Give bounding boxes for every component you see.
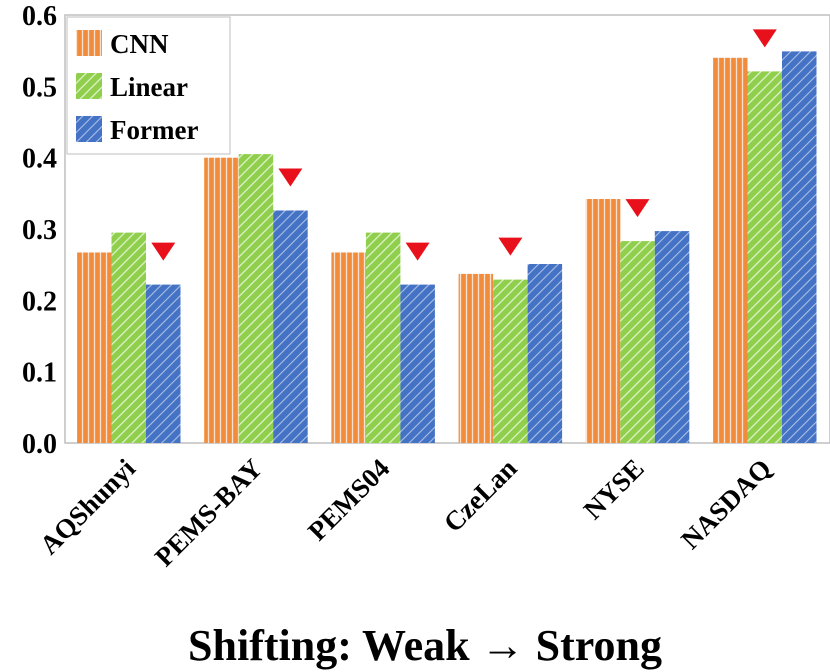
bar-cnn-nyse <box>585 199 621 443</box>
down-triangle-marker <box>405 242 430 261</box>
bar-cnn-nasdaq <box>713 57 748 444</box>
y-tick-label: 0.0 <box>22 429 57 460</box>
bar-linear-czelan <box>493 279 528 443</box>
y-axis-ticks: 0.0 0.1 0.2 0.3 0.4 0.5 0.6 <box>22 1 57 460</box>
bar-cnn-aqshunyi <box>77 252 112 443</box>
y-tick-label: 0.2 <box>22 286 57 317</box>
legend-swatch-cnn <box>76 30 102 56</box>
bar-linear-pems-bay <box>238 154 274 443</box>
y-tick-label: 0.3 <box>22 215 57 246</box>
bar-former-czelan <box>527 264 563 443</box>
y-tick-label: 0.1 <box>22 358 57 389</box>
bar-former-nyse <box>654 231 690 443</box>
bar-former-pems-bay <box>273 210 308 443</box>
x-category-label: NASDAQ <box>675 453 777 555</box>
legend-label-cnn: CNN <box>110 29 169 59</box>
legend-swatch-former <box>76 116 102 142</box>
x-category-label: PEMS04 <box>302 453 395 546</box>
bar-former-pems04 <box>400 284 435 443</box>
bar-cnn-pems-bay <box>204 157 239 443</box>
x-category-label: PEMS-BAY <box>149 453 268 572</box>
y-tick-label: 0.5 <box>22 72 57 103</box>
x-axis-label: Shifting: Weak → Strong <box>188 621 662 670</box>
bar-linear-pems04 <box>365 232 401 443</box>
down-triangle-marker <box>498 237 523 256</box>
x-category-label: AQShunyi <box>34 453 142 561</box>
y-tick-label: 0.4 <box>22 144 57 175</box>
bar-former-nasdaq <box>782 51 817 444</box>
down-triangle-marker <box>278 168 303 187</box>
legend-label-former: Former <box>110 115 198 145</box>
bars <box>77 51 817 444</box>
bar-cnn-czelan <box>458 273 494 443</box>
markers <box>151 29 777 261</box>
down-triangle-marker <box>151 242 176 261</box>
y-tick-label: 0.6 <box>22 1 57 32</box>
bar-linear-nasdaq <box>747 71 782 444</box>
down-triangle-marker <box>625 199 650 218</box>
legend: CNN Linear Former <box>66 16 231 155</box>
x-category-label: NYSE <box>578 453 650 525</box>
x-category-label: CzeLan <box>438 453 523 538</box>
bar-cnn-pems04 <box>331 252 366 443</box>
bar-linear-aqshunyi <box>111 232 146 443</box>
legend-swatch-linear <box>76 73 102 99</box>
x-axis-category-labels: AQShunyi PEMS-BAY PEMS04 CzeLan NYSE NASDAQ <box>34 453 777 573</box>
plot-area-frame <box>64 14 830 444</box>
down-triangle-marker <box>752 29 777 48</box>
bar-linear-nyse <box>620 241 655 443</box>
bar-former-aqshunyi <box>146 284 181 443</box>
legend-label-linear: Linear <box>110 72 188 102</box>
